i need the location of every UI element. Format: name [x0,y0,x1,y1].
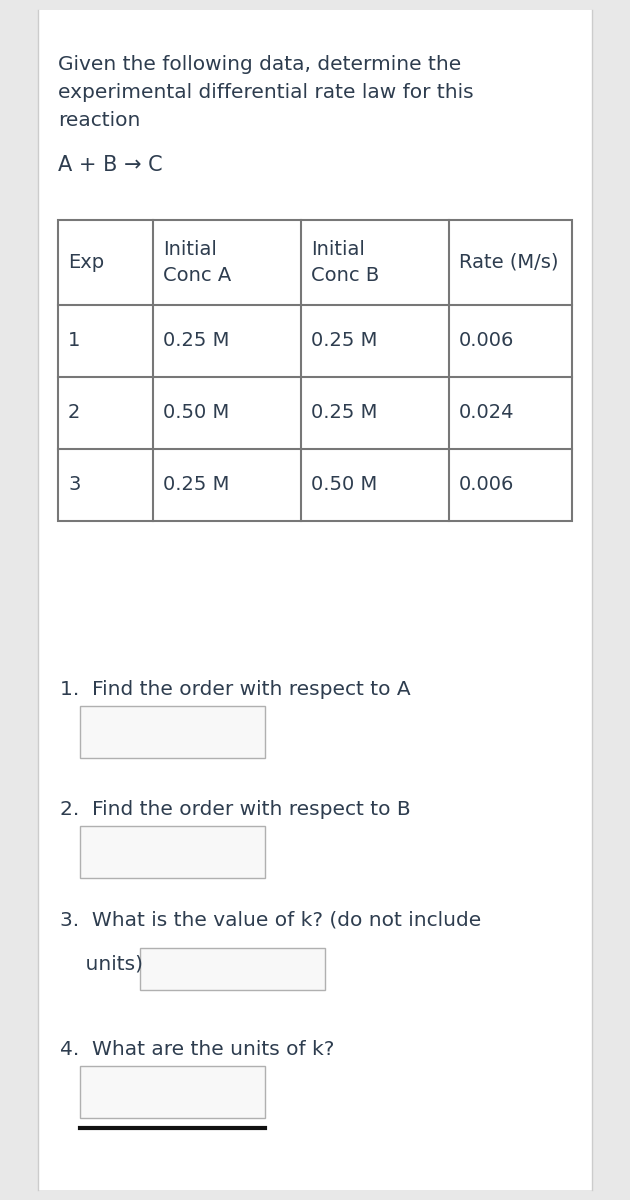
Bar [140,948,325,990]
Bar [58,220,572,521]
Text: 0.50 M: 0.50 M [311,475,377,494]
Bar [80,826,265,878]
Text: Given the following data, determine the: Given the following data, determine the [58,55,461,74]
Text: 1: 1 [68,331,81,350]
Text: A + B → C: A + B → C [58,155,163,175]
Bar [38,10,592,1190]
Text: Rate (M/s): Rate (M/s) [459,253,559,272]
Text: Conc A: Conc A [163,265,231,284]
Text: Exp: Exp [68,253,104,272]
Text: 0.25 M: 0.25 M [163,331,229,350]
Bar [80,1066,265,1118]
Text: 0.006: 0.006 [459,331,514,350]
Text: 2: 2 [68,403,81,422]
Text: units): units) [60,954,143,973]
Text: 0.50 M: 0.50 M [163,403,229,422]
Bar [80,706,265,758]
Text: 2.  Find the order with respect to B: 2. Find the order with respect to B [60,800,411,818]
Text: 0.024: 0.024 [459,403,515,422]
Text: 4.  What are the units of k?: 4. What are the units of k? [60,1040,335,1058]
Text: Initial: Initial [163,240,217,259]
Text: 0.006: 0.006 [459,475,514,494]
Text: 1.  Find the order with respect to A: 1. Find the order with respect to A [60,680,411,698]
Text: 0.25 M: 0.25 M [311,331,377,350]
Text: 0.25 M: 0.25 M [163,475,229,494]
Text: reaction: reaction [58,110,140,130]
Text: Initial: Initial [311,240,365,259]
Text: 0.25 M: 0.25 M [311,403,377,422]
Text: experimental differential rate law for this: experimental differential rate law for t… [58,83,474,102]
Text: 3: 3 [68,475,81,494]
Text: 3.  What is the value of k? (do not include: 3. What is the value of k? (do not inclu… [60,910,481,929]
Text: Conc B: Conc B [311,265,379,284]
